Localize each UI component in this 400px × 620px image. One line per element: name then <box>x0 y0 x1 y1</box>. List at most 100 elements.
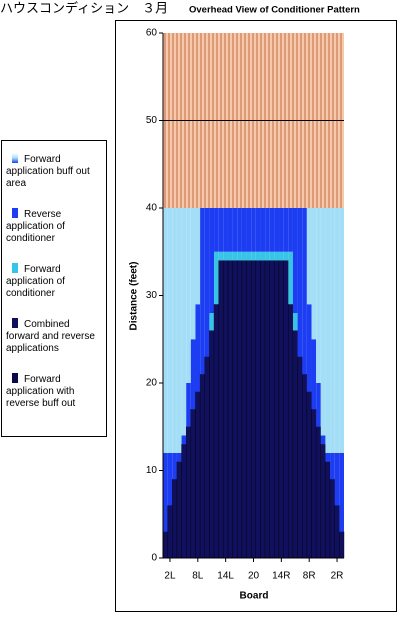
bar-segment <box>279 208 284 252</box>
bar-segment <box>325 453 331 462</box>
y-tick-label: 40 <box>146 203 158 214</box>
bar-segment <box>237 251 242 261</box>
bar-segment <box>167 505 173 559</box>
bar-segment <box>223 260 229 559</box>
bar-segment <box>218 251 224 261</box>
bar-segment <box>269 251 275 261</box>
bar-segment <box>200 208 205 375</box>
title-jp: ハウスコンディション ３月 <box>0 0 168 15</box>
bar-segment <box>306 304 312 392</box>
legend-item: Reverse application of conditioner <box>6 208 104 245</box>
bar-segment <box>288 304 294 559</box>
legend-swatch <box>12 318 18 328</box>
bar-segment <box>325 461 331 559</box>
legend-item: Forward application with reverse buff ou… <box>6 373 104 410</box>
bar-segment <box>246 260 252 559</box>
legend-item: Combined forward and reverse application… <box>6 318 104 355</box>
bar-segment <box>288 208 293 252</box>
legend-label: Forward application buff out area <box>6 154 90 189</box>
legend-label: Forward application of conditioner <box>6 264 65 299</box>
bar-segment <box>241 208 247 252</box>
bar-segment <box>163 208 168 453</box>
bar-segment <box>292 208 298 313</box>
bar-segment <box>329 479 335 559</box>
bar-segment <box>163 453 168 532</box>
bar-segment <box>218 208 224 252</box>
bar-segment <box>315 426 321 559</box>
chart-title: Overhead View of Conditioner Pattern <box>189 5 360 16</box>
bar-segment <box>251 251 256 261</box>
bar-segment <box>246 251 252 261</box>
bar-segment <box>227 260 233 559</box>
bar-segment <box>209 313 215 331</box>
bar-segment <box>320 444 326 559</box>
bar-segment <box>167 208 173 453</box>
bar-segment <box>297 356 303 559</box>
bar-segment <box>316 208 321 383</box>
bar-segment <box>162 531 168 559</box>
bar-segment <box>190 339 196 410</box>
bar-segment <box>255 260 261 559</box>
bar-segment <box>255 208 261 252</box>
bar-segment <box>339 453 344 532</box>
y-axis-label: Distance (feet) <box>129 262 140 331</box>
bar-segment <box>195 208 201 305</box>
bar-segment <box>283 251 289 261</box>
bar-segment <box>330 208 335 453</box>
bar-segment <box>320 208 326 436</box>
bar-segment <box>199 374 205 559</box>
bar-segment <box>214 251 219 305</box>
bar-segment <box>283 260 289 559</box>
bar-segment <box>264 260 270 559</box>
bar-segment <box>316 383 321 427</box>
bar-segment <box>334 453 340 506</box>
bar-segment <box>334 208 340 453</box>
x-tick-label: 14R <box>272 571 290 582</box>
bar-segment <box>232 260 238 559</box>
bar-segment <box>250 260 257 559</box>
y-tick-label: 50 <box>146 115 158 126</box>
bar-segment <box>292 330 298 559</box>
bar-segment <box>241 260 247 559</box>
bar-segment <box>176 208 182 453</box>
bar-segment <box>251 208 256 252</box>
legend-swatch <box>12 153 18 163</box>
bar-segment <box>260 208 266 252</box>
bar-segment <box>172 479 178 559</box>
bar-segment <box>181 444 187 559</box>
y-tick-label: 10 <box>146 465 158 476</box>
bar-segment <box>181 435 187 445</box>
bar-segment <box>278 260 284 559</box>
bar-segment <box>311 208 317 340</box>
bar-segment <box>223 251 228 261</box>
x-tick-label: 14L <box>217 571 234 582</box>
bar-segment <box>186 426 192 559</box>
x-tick-label: 2R <box>331 571 344 582</box>
bar-segment <box>204 356 210 559</box>
bar-segment <box>218 260 224 559</box>
bar-segment <box>339 531 345 559</box>
bar-segment <box>330 453 335 480</box>
bar-segment <box>339 208 344 453</box>
bar-segment <box>186 383 191 427</box>
bar-segment <box>325 208 331 453</box>
y-tick-label: 30 <box>146 290 158 301</box>
bar-segment <box>190 409 196 559</box>
bar-segment <box>311 339 317 410</box>
legend: Forward application buff out area Reverse… <box>1 140 107 437</box>
legend-item: Forward application buff out area <box>6 153 104 190</box>
bar-segment <box>172 453 177 480</box>
x-tick-label: 20 <box>248 571 260 582</box>
bar-segment <box>265 251 270 261</box>
chart-frame <box>115 20 397 612</box>
legend-item: Forward application of conditioner <box>6 263 104 300</box>
legend-label: Reverse application of conditioner <box>6 209 65 244</box>
bar-segment <box>181 208 187 436</box>
bar-segment <box>269 260 275 559</box>
legend-label: Combined forward and reverse application… <box>6 319 95 354</box>
bar-segment <box>297 208 303 357</box>
bar-segment <box>232 251 238 261</box>
bar-segment <box>186 208 191 383</box>
bar-segment <box>195 304 201 392</box>
